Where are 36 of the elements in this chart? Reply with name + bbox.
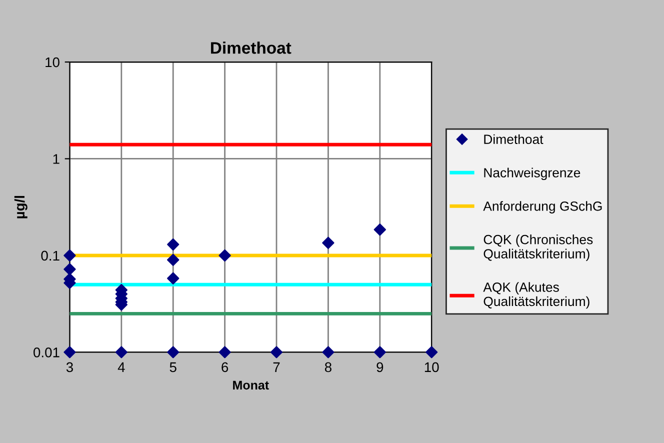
point [64,249,76,262]
y-axis-title: µg/l [14,196,28,218]
x-tick-label: 6 [222,362,228,372]
legend-label: Nachweisgrenze [484,168,580,180]
point [322,236,334,249]
x-tick-label: 7 [273,362,280,372]
x-tick-label: 9 [376,362,384,372]
y-tick-label: 0.1 [41,250,60,261]
point [115,346,128,358]
point [64,346,76,358]
point [64,263,76,276]
y-tick-label: 0.01 [34,348,60,358]
legend-label: Dimethoat [484,134,544,144]
x-tick-label: 5 [170,362,176,372]
legend-label: CQK (Chronisches Qualitätskriterium) [484,234,593,262]
point [167,238,180,251]
y-tick-label: 10 [46,57,60,68]
x-tick-label: 4 [118,362,125,372]
point [167,272,180,284]
point [374,346,386,358]
x-tick-label: 8 [324,362,332,372]
point [167,346,180,358]
legend-label: AQK (Akutes Qualitätskriterium) [483,282,590,309]
point [218,346,231,358]
x-tick-label: 3 [66,362,73,372]
chart-title: Dimethoat [211,42,292,54]
x-tick-label: 10 [424,362,439,372]
point [270,346,283,358]
point [218,249,231,262]
legend-label: Anforderung GSchG [483,201,602,214]
point [322,346,334,358]
y-tick-label: 1 [53,154,60,164]
x-axis-title: Monat [233,380,269,390]
point [374,224,386,236]
point [426,346,438,358]
point [167,254,180,266]
